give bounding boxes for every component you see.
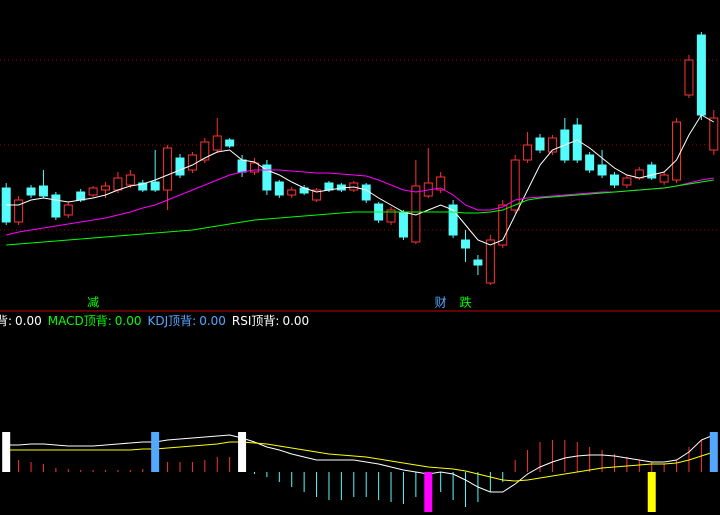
candle-body (249, 162, 259, 173)
candle-body (76, 191, 86, 201)
candle-body (51, 194, 61, 218)
candle-body (547, 137, 557, 153)
candle-body (572, 124, 582, 161)
candle-body (225, 139, 235, 147)
signal-label: 财 (435, 296, 447, 310)
candle-body (361, 184, 371, 201)
candle-body (386, 209, 396, 223)
indicator-name: 背: (0, 314, 12, 328)
candle-body (709, 117, 719, 151)
indicator-name: MACD顶背: (48, 314, 112, 328)
moving-average (6, 114, 715, 246)
candle-body (684, 59, 694, 96)
candle-body (622, 177, 632, 186)
indicator-value: 0.00 (115, 314, 142, 328)
candle-body (187, 154, 197, 171)
candle-body (150, 181, 160, 191)
indicator-value: 0.00 (199, 314, 226, 328)
candle-body (634, 169, 644, 179)
candle-body (101, 185, 111, 191)
candle-body (63, 204, 73, 216)
signal-label: 减 (87, 296, 99, 310)
indicator-name: KDJ顶背: (148, 314, 197, 328)
candle-body (672, 121, 682, 181)
candle-body (138, 182, 148, 191)
candle-body (274, 181, 284, 196)
indicator-value: 0.00 (282, 314, 309, 328)
candle-body (436, 176, 446, 191)
signal-marker (709, 432, 718, 472)
candle-body (26, 187, 36, 196)
candle-body (659, 174, 669, 183)
candle-body (125, 174, 135, 186)
candle-body (212, 135, 222, 151)
signal-label: 跌 (460, 295, 472, 310)
indicator-legend: 背: 0.00 MACD顶背: 0.00 KDJ顶背: 0.00 RSI顶背: 0.00 (0, 314, 309, 328)
indicator-value: 0.00 (15, 314, 42, 328)
candle-body (485, 239, 495, 284)
signal-marker (238, 432, 247, 472)
candle-body (163, 147, 173, 191)
candle-body (262, 164, 272, 191)
candle-body (585, 154, 595, 171)
signal-marker (2, 432, 11, 472)
candle-body (287, 189, 297, 196)
moving-average (6, 179, 714, 246)
moving-average (6, 169, 714, 236)
candle-body (609, 174, 619, 186)
candle-body (510, 159, 520, 211)
candle-body (498, 204, 508, 246)
candle-body (237, 159, 247, 173)
indicator-name: RSI顶背: (232, 314, 280, 328)
candle-body (324, 182, 334, 191)
signal-marker (424, 472, 433, 512)
candle-body (597, 164, 607, 176)
macd-line (6, 441, 714, 482)
candle-body (312, 189, 322, 201)
candle-body (696, 34, 706, 116)
candle-body (523, 144, 533, 161)
macd-line (6, 434, 714, 493)
candle-body (200, 141, 210, 161)
candle-body (535, 137, 545, 151)
candle-body (88, 187, 98, 196)
candle-body (647, 164, 657, 179)
candle-body (14, 199, 24, 223)
signal-marker (151, 432, 160, 472)
candle-body (113, 177, 123, 191)
candle-body (448, 204, 458, 236)
candle-body (175, 157, 185, 176)
candle-body (473, 259, 483, 266)
candle-body (461, 239, 471, 249)
candle-body (38, 185, 48, 197)
signal-marker (647, 472, 656, 512)
candle-body (398, 212, 408, 238)
